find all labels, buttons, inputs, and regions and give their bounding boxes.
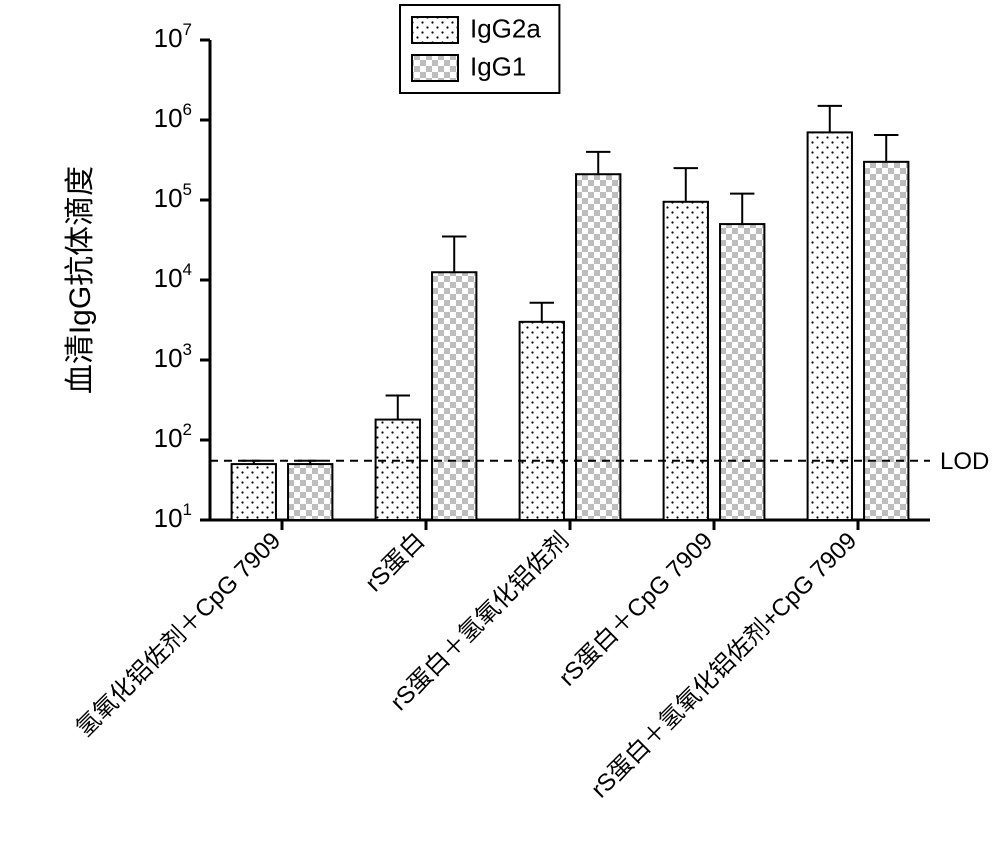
y-axis-label: 血清IgG抗体滴度: [64, 166, 97, 394]
lod-label: LOD: [940, 448, 989, 475]
bar: [376, 420, 420, 520]
bar: [232, 464, 276, 520]
y-tick-label: 105: [154, 180, 192, 213]
bar: [664, 202, 708, 520]
legend-label: IgG2a: [470, 13, 541, 43]
y-tick-label: 104: [154, 260, 192, 293]
y-tick-label: 103: [154, 340, 192, 373]
bar: [520, 322, 564, 520]
y-tick-label: 101: [154, 500, 192, 533]
bar: [720, 224, 764, 520]
bar: [288, 464, 332, 520]
y-tick-label: 106: [154, 100, 192, 133]
chart-container: 101 102 103 104 105 106 107 血清IgG抗体滴度 LOD 氢氧化铝佐剂＋…: [0, 0, 1000, 861]
bar: [808, 132, 852, 520]
x-tick-label: rS蛋白＋氢氧化铝佐剂+CpG 7909: [586, 527, 862, 803]
x-tick-label: rS蛋白＋CpG 7909: [554, 527, 718, 691]
bar: [432, 272, 476, 520]
legend-swatch: [412, 55, 458, 81]
x-tick-label: 氢氧化铝佐剂＋CpG 7909: [71, 527, 286, 742]
bar: [576, 174, 620, 520]
x-tick-label: rS蛋白: [360, 527, 430, 597]
legend-swatch: [412, 17, 458, 43]
y-tick-label: 107: [154, 20, 192, 53]
y-tick-label: 102: [154, 420, 192, 453]
serum-igg-titer-chart: 101 102 103 104 105 106 107 血清IgG抗体滴度 LOD 氢氧化铝佐剂＋…: [0, 0, 1000, 861]
bar: [864, 162, 908, 520]
legend-label: IgG1: [470, 51, 526, 81]
